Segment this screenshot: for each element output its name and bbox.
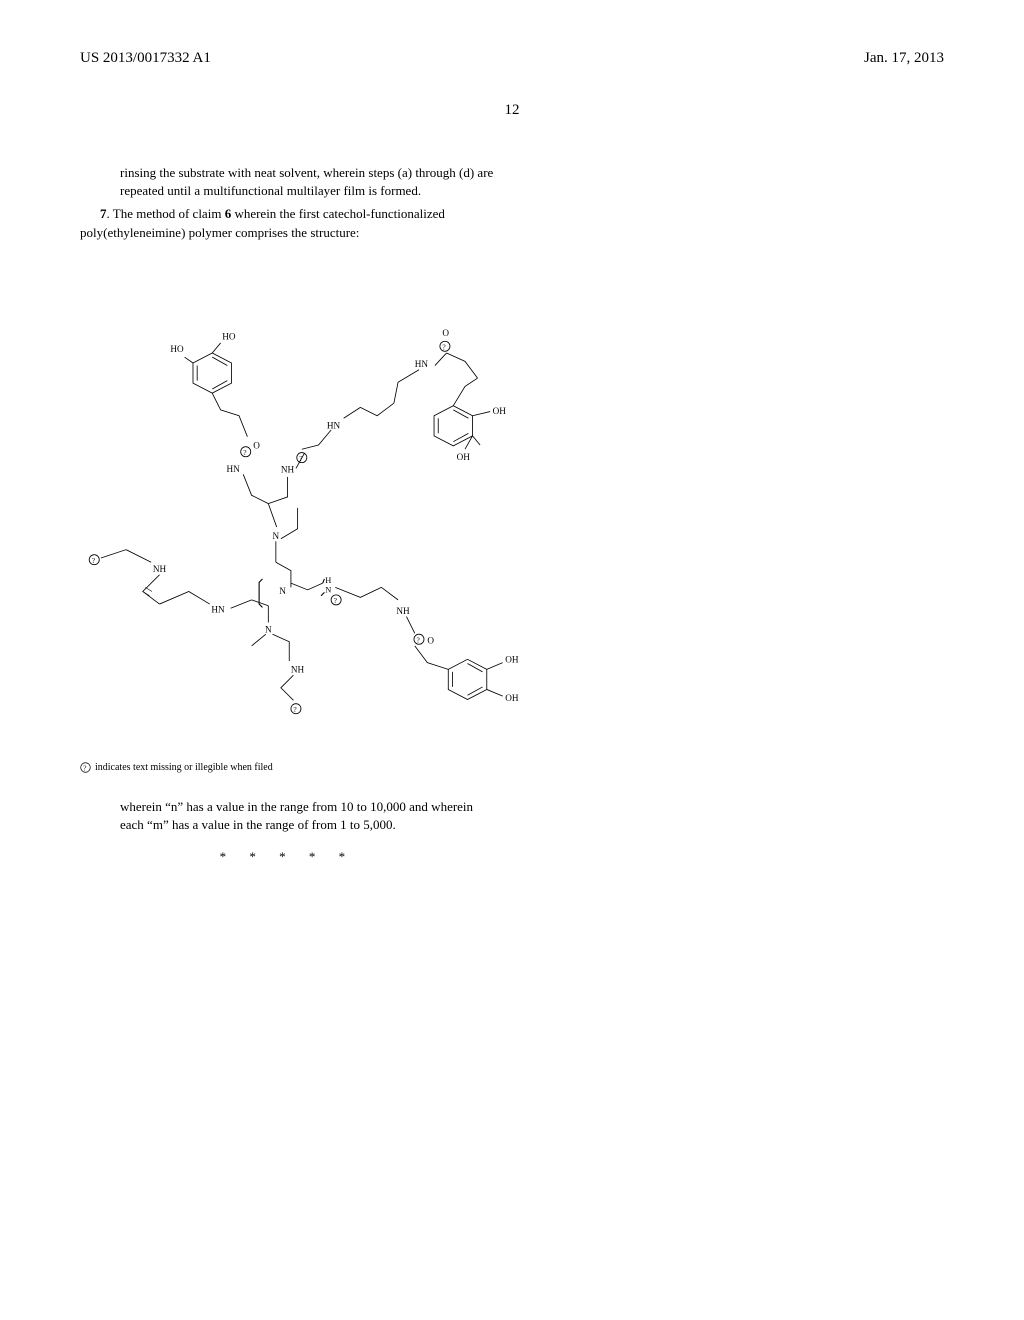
svg-text:N: N	[325, 585, 331, 594]
claim-7-paragraph: 7. The method of claim 6 wherein the fir…	[80, 205, 495, 241]
svg-text:?: ?	[243, 448, 247, 457]
illegible-note: ? indicates text missing or illegible wh…	[80, 762, 944, 773]
svg-text:HN: HN	[415, 359, 429, 369]
svg-text:OH: OH	[457, 452, 471, 462]
svg-text:?: ?	[334, 596, 338, 605]
svg-text:?: ?	[442, 342, 446, 351]
svg-text:HN: HN	[226, 464, 240, 474]
end-asterisks: * * * * *	[80, 849, 495, 865]
svg-text:O: O	[442, 328, 449, 338]
svg-text:?: ?	[83, 763, 86, 772]
claim-text-block: rinsing the substrate with neat solvent,…	[80, 164, 495, 242]
page-number: 12	[80, 102, 944, 119]
svg-text:N: N	[265, 624, 272, 634]
svg-text:HN: HN	[211, 604, 225, 614]
claim-7-text-1: . The method of claim	[107, 206, 225, 221]
svg-text:O: O	[253, 440, 260, 450]
illegible-text: indicates text missing or illegible when…	[95, 762, 273, 773]
svg-text:OH: OH	[505, 693, 519, 703]
page-header: US 2013/0017332 A1 Jan. 17, 2013	[80, 50, 944, 67]
svg-text:NH: NH	[153, 564, 167, 574]
svg-text:O: O	[427, 635, 434, 645]
svg-text:NH: NH	[396, 606, 410, 616]
svg-text:HN: HN	[327, 420, 341, 430]
publication-number: US 2013/0017332 A1	[80, 50, 211, 67]
question-circle-icon: ?	[80, 762, 91, 773]
publication-date: Jan. 17, 2013	[864, 50, 944, 67]
svg-text:N: N	[279, 586, 286, 596]
svg-text:NH: NH	[281, 464, 295, 474]
svg-text:?: ?	[92, 556, 96, 565]
svg-text:OH: OH	[505, 654, 519, 664]
svg-text:HO: HO	[170, 344, 184, 354]
wherein-text: wherein “n” has a value in the range fro…	[80, 798, 495, 834]
svg-text:NH: NH	[291, 664, 305, 674]
svg-text:HO: HO	[222, 331, 236, 341]
svg-text:N: N	[273, 531, 280, 541]
svg-text:?: ?	[293, 705, 297, 714]
chemical-structure-diagram: HO HO O ? HN NH ?	[80, 272, 616, 752]
svg-text:H: H	[325, 576, 331, 585]
svg-text:?: ?	[416, 635, 420, 644]
rinse-step-text: rinsing the substrate with neat solvent,…	[80, 164, 495, 200]
svg-text:OH: OH	[493, 406, 507, 416]
